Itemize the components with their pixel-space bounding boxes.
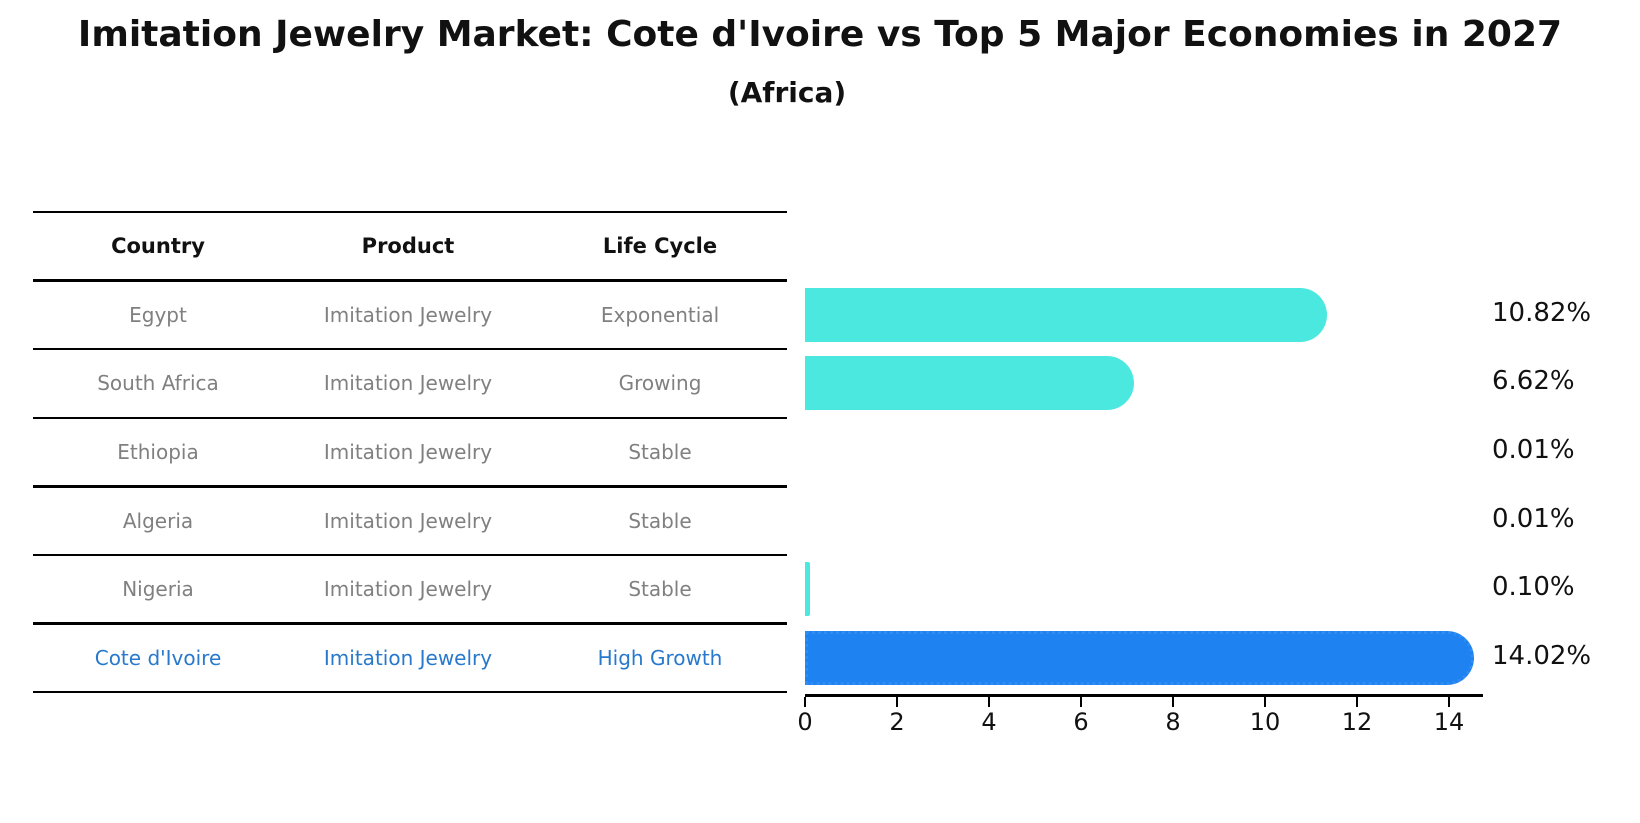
x-axis-tick-label: 8 <box>1165 708 1181 736</box>
table-header-country: Country <box>111 234 205 259</box>
table-cell-country: Algeria <box>122 508 194 533</box>
table-separator-line <box>33 485 787 488</box>
table-cell-product: Imitation Jewelry <box>323 439 493 464</box>
table-header-life-cycle: Life Cycle <box>602 234 718 259</box>
x-axis-tick-label: 2 <box>889 708 905 736</box>
bar-south-africa <box>805 356 1134 411</box>
bar-nigeria <box>805 562 810 617</box>
table-cell-product: Imitation Jewelry <box>323 645 493 670</box>
table-header-product: Product <box>361 234 455 259</box>
bar-value-label: 10.82% <box>1492 297 1592 328</box>
table-row: South Africa Imitation Jewelry Growing <box>33 349 787 418</box>
x-axis-tick <box>1171 697 1175 707</box>
x-axis-tick <box>1079 697 1083 707</box>
table-cell-life-cycle: Exponential <box>600 302 720 327</box>
table-cell-life-cycle: Stable <box>628 508 692 533</box>
table-cell-country: Egypt <box>129 302 187 327</box>
bar-cote-divoire <box>805 630 1474 685</box>
table-separator-line <box>33 622 787 625</box>
bar-value-label: 0.01% <box>1492 503 1575 534</box>
table-row: Algeria Imitation Jewelry Stable <box>33 486 787 555</box>
table-cell-country: Ethiopia <box>117 439 199 464</box>
table-separator-line <box>33 416 787 419</box>
table-header-row: Country Product Life Cycle <box>33 212 787 281</box>
bar-value-label: 14.02% <box>1492 640 1592 671</box>
table-separator-line <box>33 210 787 214</box>
table-cell-life-cycle: Growing <box>618 371 702 396</box>
table-separator-line <box>33 347 787 351</box>
bar-value-label: 0.10% <box>1492 572 1575 603</box>
x-axis-tick-label: 6 <box>1073 708 1089 736</box>
table-row: Nigeria Imitation Jewelry Stable <box>33 555 787 624</box>
x-axis-tick-label: 4 <box>981 708 997 736</box>
table-cell-life-cycle: High Growth <box>597 645 723 670</box>
x-axis-tick-label: 0 <box>797 708 813 736</box>
table-separator-line <box>33 690 787 694</box>
bar-value-label: 0.01% <box>1492 435 1575 465</box>
table-cell-product: Imitation Jewelry <box>323 302 493 327</box>
table-row: Ethiopia Imitation Jewelry Stable <box>33 418 787 487</box>
table-cell-product: Imitation Jewelry <box>323 508 493 533</box>
table-row: Egypt Imitation Jewelry Exponential <box>33 281 787 350</box>
table-cell-life-cycle: Stable <box>628 577 692 602</box>
x-axis-line <box>805 694 1483 697</box>
table-separator-line <box>33 279 787 282</box>
table-cell-country: South Africa <box>97 371 219 396</box>
bar-value-label: 6.62% <box>1492 366 1575 397</box>
table-cell-life-cycle: Stable <box>628 439 692 464</box>
table-cell-country: Nigeria <box>122 577 194 602</box>
x-axis-tick <box>895 697 899 707</box>
x-axis-tick <box>1263 697 1267 707</box>
table-cell-product: Imitation Jewelry <box>323 371 493 396</box>
table-cell-product: Imitation Jewelry <box>323 577 493 602</box>
x-axis-tick-label: 14 <box>1433 708 1465 736</box>
x-axis-tick-label: 10 <box>1249 708 1281 736</box>
x-axis-tick <box>1355 697 1359 707</box>
chart-title: Imitation Jewelry Market: Cote d'Ivoire … <box>77 14 1563 55</box>
chart-subtitle: (Africa) <box>727 76 847 109</box>
bar-egypt <box>805 287 1327 342</box>
x-axis-tick-label: 12 <box>1341 708 1373 736</box>
table-separator-line <box>33 553 787 557</box>
x-axis-tick <box>1447 697 1451 707</box>
table-row: Cote d'Ivoire Imitation Jewelry High Growt… <box>33 623 787 692</box>
x-axis-tick <box>803 697 807 707</box>
table-cell-country: Cote d'Ivoire <box>94 645 222 670</box>
x-axis-tick <box>987 697 991 707</box>
